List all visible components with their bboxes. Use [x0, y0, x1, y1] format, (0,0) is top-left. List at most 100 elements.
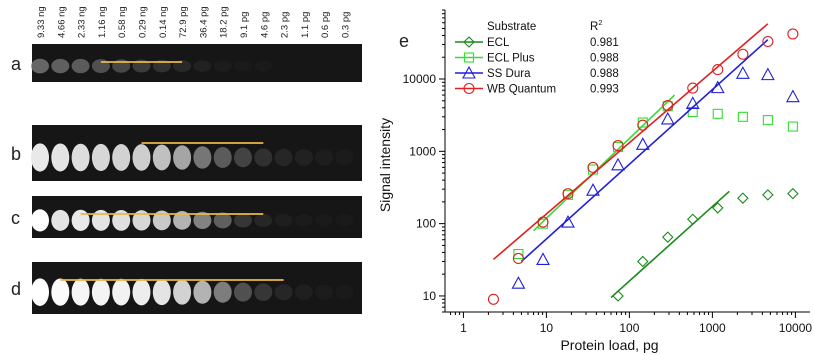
series-wb-quantum	[487, 23, 799, 305]
western-blot-panels: 9.33 ng 4.66 ng 2.33 ng 1.16 ng 0.58 ng 0.29 …	[11, 6, 362, 314]
data-point-triangle	[536, 252, 550, 265]
blot-band	[173, 211, 192, 230]
x-tick-label: 1000	[699, 321, 726, 335]
x-tick-label: 100	[619, 321, 639, 335]
blot-band	[71, 209, 90, 231]
data-point-triangle	[785, 89, 800, 103]
blot-band	[193, 211, 212, 229]
data-point-triangle	[611, 157, 625, 171]
lane-load-label: 0.58 ng	[117, 6, 128, 38]
data-point-square	[762, 115, 773, 126]
x-tick-label: 10000	[779, 321, 813, 335]
blot-band	[213, 60, 232, 72]
lane-load-label: 4.6 pg	[259, 12, 270, 38]
data-point-diamond	[612, 290, 624, 302]
x-tick-label: 1	[460, 321, 467, 335]
blot-band	[31, 278, 49, 306]
blot-band	[213, 281, 232, 303]
data-point-diamond	[762, 189, 774, 201]
panel-label-a: a	[11, 54, 22, 74]
blot-band	[193, 146, 212, 169]
blot-band	[112, 278, 131, 306]
signal-intensity-chart: e 1 10 100 1000 10000 10 100 1000 10000 Protein lo…	[377, 9, 813, 353]
data-point-circle	[662, 99, 674, 112]
lane-load-label: 72.9 pg	[178, 6, 189, 38]
blot-band	[51, 209, 70, 231]
data-point-circle	[463, 82, 475, 95]
data-point-triangle	[462, 65, 476, 79]
blot-band	[274, 284, 293, 301]
lane-load-label: 9.33 ng	[36, 6, 47, 38]
blot-band	[152, 279, 171, 306]
lane-load-label: 18.2 pg	[219, 6, 230, 38]
data-point-circle	[787, 28, 799, 40]
blot-band	[335, 149, 354, 166]
blot-band	[173, 279, 192, 305]
blot-band	[193, 60, 212, 72]
data-point-triangle	[760, 67, 775, 81]
fit-line	[610, 190, 730, 299]
blot-band	[173, 60, 192, 73]
data-point-triangle	[586, 183, 600, 196]
blot-band	[274, 214, 293, 227]
blot-band	[254, 60, 273, 72]
lane-load-label: 0.29 ng	[138, 6, 149, 38]
panel-label-b: b	[11, 144, 21, 164]
x-tick-label: 10	[540, 321, 554, 335]
blot-band	[274, 148, 293, 167]
blot-band	[132, 144, 151, 171]
lane-load-label: 1.1 pg	[300, 12, 311, 38]
panel-label-c: c	[11, 208, 20, 228]
data-point-diamond	[637, 255, 649, 268]
lane-load-label: 0.14 ng	[158, 6, 169, 38]
data-point-square	[737, 111, 748, 122]
blot-band	[71, 143, 90, 172]
blot-band	[173, 145, 192, 170]
fit-line	[532, 94, 676, 232]
blot-band	[234, 282, 252, 302]
y-tick-label: 100	[416, 217, 436, 231]
blot-band	[91, 209, 110, 231]
legend-series-r2: 0.981	[590, 37, 619, 49]
data-point-circle	[587, 161, 599, 173]
fit-line	[492, 23, 769, 261]
legend-series-r2: 0.988	[590, 68, 619, 80]
blot-band	[234, 147, 252, 168]
lane-load-label: 0.6 pg	[320, 12, 331, 38]
blot-band	[254, 148, 273, 167]
series-ss-dura	[511, 39, 800, 289]
data-point-triangle	[561, 214, 575, 228]
data-point-square	[787, 121, 798, 132]
x-axis-label: Protein load, pg	[560, 337, 658, 353]
data-point-diamond	[686, 213, 699, 226]
data-point-triangle	[511, 276, 526, 289]
data-point-circle	[487, 293, 499, 305]
y-tick-label: 10000	[403, 72, 437, 86]
lane-load-label: 4.66 ng	[56, 6, 67, 38]
blot-band	[193, 280, 212, 304]
data-point-circle	[512, 252, 524, 265]
data-point-circle	[712, 64, 724, 76]
legend-series-name: ECL Plus	[487, 53, 535, 65]
data-point-circle	[537, 216, 549, 228]
data-point-triangle	[685, 96, 700, 109]
blot-band	[71, 58, 90, 74]
blot-band	[213, 212, 232, 229]
lane-load-label: 9.1 pg	[239, 12, 250, 38]
blot-band	[31, 143, 49, 172]
blot-band	[294, 214, 313, 227]
blot-band	[71, 278, 90, 306]
y-tick-label: 1000	[409, 144, 436, 158]
fit-line	[520, 39, 769, 263]
blot-band	[294, 284, 313, 300]
blot-band	[91, 278, 110, 306]
data-point-diamond	[463, 36, 475, 48]
blot-band	[51, 143, 70, 172]
blot-band	[234, 213, 252, 228]
lane-load-label: 2.33 ng	[77, 6, 88, 38]
lane-load-label: 36.4 pg	[198, 6, 209, 38]
blot-band	[335, 214, 354, 227]
blot-band	[294, 149, 313, 166]
legend-series-r2: 0.988	[590, 53, 619, 65]
data-point-diamond	[737, 192, 749, 204]
